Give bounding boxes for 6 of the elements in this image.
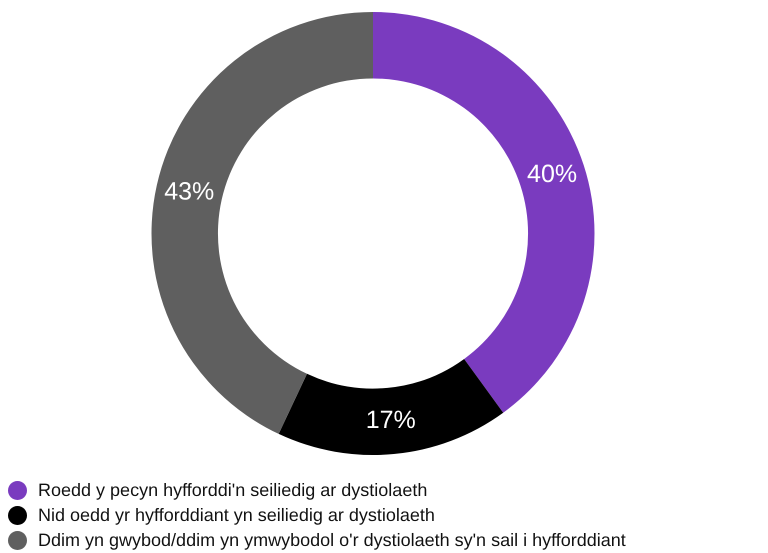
data-label: 40%: [527, 160, 578, 188]
legend-label: Roedd y pecyn hyfforddi'n seiliedig ar dystiolaeth: [38, 480, 428, 501]
data-label: 43%: [164, 177, 214, 206]
legend-label: Nid oedd yr hyfforddiant yn seiliedig ar dystiolaeth: [38, 505, 435, 526]
legend-label: Ddim yn gwybod/ddim yn ymwybodol o'r dystiolaeth sy'n sail i hyfforddiant: [38, 530, 626, 551]
data-label: 17%: [366, 406, 416, 434]
